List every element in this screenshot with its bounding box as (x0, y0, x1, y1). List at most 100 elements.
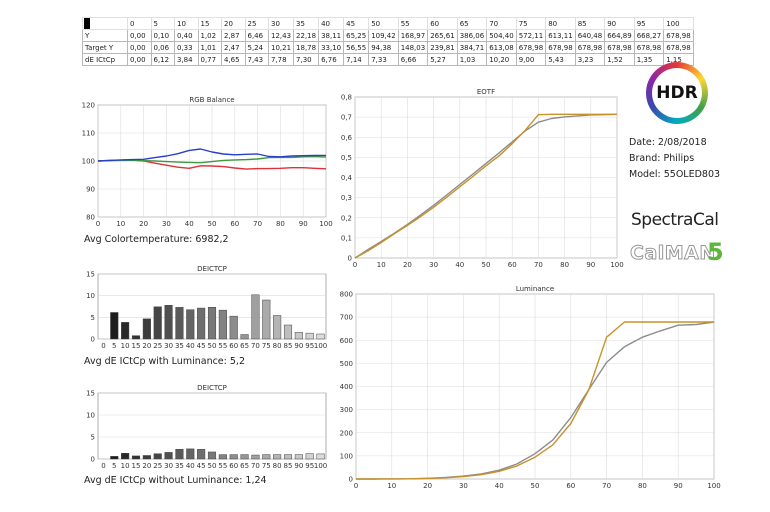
bar-70 (251, 294, 260, 340)
chart-xtick-label: 100 (314, 462, 327, 470)
chart-xtick-label: 30 (459, 482, 468, 490)
chart-xtick-label: 30 (164, 342, 173, 350)
chart-xtick-label: 0 (101, 462, 105, 470)
chart-ytick-label: 15 (86, 390, 95, 398)
table-cell: 1,52 (604, 53, 635, 66)
chart-xtick-label: 60 (229, 462, 238, 470)
hdr-logo: HDR (646, 62, 708, 124)
chart-xtick-label: 95 (305, 462, 314, 470)
table-cell: 6,66 (397, 53, 429, 66)
chart-title: DEICTCP (197, 384, 227, 392)
chart-ytick-label: 0 (91, 336, 95, 344)
table-cell: 1,35 (633, 53, 665, 66)
chart-xtick-label: 60 (229, 342, 238, 350)
bar-45 (197, 449, 206, 460)
chart-ytick-label: 0,3 (341, 194, 352, 202)
table-cell: 3,23 (574, 53, 606, 66)
bar-70 (251, 454, 260, 460)
hdr-logo-text: HDR (652, 68, 702, 118)
chart-xtick-label: 20 (142, 462, 151, 470)
chart-xtick-label: 90 (586, 261, 595, 269)
avg-colortemperature-caption: Avg Colortemperature: 6982,2 (84, 234, 229, 245)
chart-xtick-label: 55 (218, 342, 227, 350)
chart-ytick-label: 10 (86, 292, 95, 300)
bar-35 (175, 449, 184, 460)
chart-xtick-label: 50 (482, 261, 491, 269)
bar-35 (175, 307, 184, 340)
chart-xtick-label: 40 (185, 220, 194, 228)
bar-100 (316, 333, 325, 340)
chart-xtick-label: 100 (707, 482, 720, 490)
chart-xtick-label: 5 (112, 342, 116, 350)
bar-40 (186, 448, 195, 460)
chart-xtick-label: 50 (208, 342, 217, 350)
chart-xtick-label: 5 (112, 462, 116, 470)
chart-xtick-label: 75 (262, 342, 271, 350)
chart-title: DEICTCP (197, 265, 227, 273)
bar-90 (294, 332, 303, 340)
bar-80 (273, 315, 282, 340)
bar-55 (218, 309, 227, 340)
chart-xtick-label: 50 (208, 220, 217, 228)
bar-20 (142, 318, 151, 340)
chart-ytick-label: 700 (340, 314, 353, 322)
chart-xtick-label: 10 (116, 220, 125, 228)
chart-xtick-label: 55 (218, 462, 227, 470)
chart-xtick-label: 50 (208, 462, 217, 470)
bar-25 (153, 453, 162, 460)
chart-xtick-label: 30 (429, 261, 438, 269)
chart-title: Luminance (516, 285, 554, 293)
chart-xtick-label: 50 (531, 482, 540, 490)
chart-xtick-label: 0 (354, 482, 358, 490)
spectracal-logo: SpectraCal (631, 210, 719, 230)
chart-xtick-label: 40 (455, 261, 464, 269)
bar-40 (186, 309, 195, 340)
chart-xtick-label: 80 (638, 482, 647, 490)
chart-xtick-label: 90 (674, 482, 683, 490)
bar-85 (283, 324, 293, 340)
chart-xtick-label: 100 (610, 261, 623, 269)
chart-xtick-label: 20 (142, 342, 151, 350)
chart-xtick-label: 35 (175, 462, 184, 470)
chart-ytick-label: 0 (91, 456, 95, 464)
bar-20 (142, 455, 151, 460)
chart-ytick-label: 600 (340, 337, 353, 345)
bar-75 (262, 299, 271, 340)
chart-xtick-label: 60 (508, 261, 517, 269)
chart-xtick-label: 90 (299, 220, 308, 228)
bar-50 (207, 451, 217, 460)
bar-100 (316, 453, 325, 460)
chart-title: EOTF (477, 88, 495, 96)
chart-ytick-label: 300 (340, 406, 353, 414)
chart-xtick-label: 20 (403, 261, 412, 269)
chart-xtick-label: 0 (101, 342, 105, 350)
chart-xtick-label: 100 (319, 220, 332, 228)
chart-ytick-label: 5 (91, 314, 95, 322)
series-line-target (356, 321, 714, 480)
bar-30 (164, 305, 173, 340)
bar-95 (305, 453, 314, 460)
chart-xtick-label: 90 (294, 342, 303, 350)
chart-xtick-label: 40 (495, 482, 504, 490)
chart-xtick-label: 35 (175, 342, 184, 350)
chart-xtick-label: 65 (240, 462, 249, 470)
chart-xtick-label: 80 (273, 342, 282, 350)
chart-xtick-label: 10 (377, 261, 386, 269)
chart-ytick-label: 110 (82, 130, 95, 138)
chart-ytick-label: 0,2 (341, 214, 352, 222)
bar-50 (207, 306, 217, 340)
calman-version-logo: 5 (707, 238, 724, 266)
table-cell: 5,27 (427, 53, 458, 66)
chart-ytick-label: 100 (82, 158, 95, 166)
table-corner-marker (84, 18, 90, 29)
chart-xtick-label: 10 (387, 482, 396, 490)
chart-xtick-label: 80 (560, 261, 569, 269)
calman-logo: CalMAN (630, 242, 716, 265)
chart-xtick-label: 10 (121, 342, 130, 350)
chart-ytick-label: 80 (86, 214, 95, 222)
table-row: dE ICtCp 0,00 6,12 3,84 0,77 4,65 7,43 7,78 7,30… (82, 53, 694, 66)
chart-ytick-label: 100 (340, 452, 353, 460)
table-row: Target Y 0,00 0,06 0,33 1,01 2,47 5,24 10,21 18,… (82, 41, 694, 54)
table-row: Y 0,00 0,10 0,40 1,02 2,87 6,46 12,43 22,18 38,11… (82, 29, 694, 42)
